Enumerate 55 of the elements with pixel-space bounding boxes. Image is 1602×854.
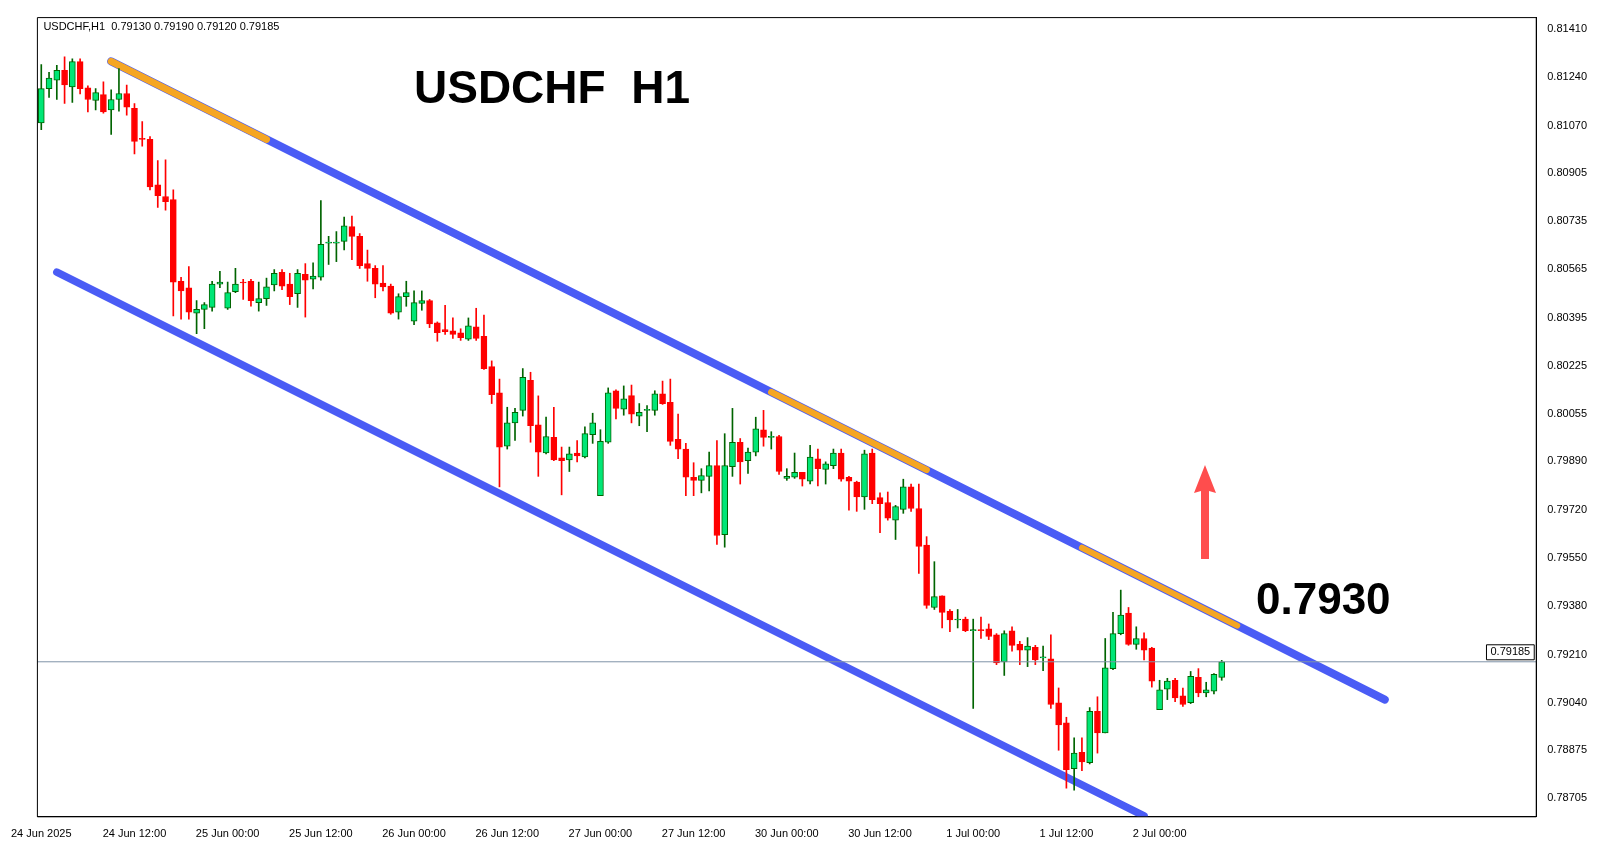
candlestick bbox=[348, 215, 356, 260]
y-tick-label: 0.78875 bbox=[1547, 742, 1587, 755]
text: USDCHF H1 bbox=[414, 61, 691, 113]
candlestick bbox=[876, 492, 884, 533]
candlestick bbox=[1039, 645, 1047, 671]
y-tick-label: 0.79040 bbox=[1547, 696, 1587, 709]
candlestick bbox=[115, 68, 123, 112]
candlestick bbox=[449, 317, 457, 339]
y-tick-label: 0.79210 bbox=[1547, 647, 1587, 660]
x-tick-label: 1 Jul 12:00 bbox=[1039, 827, 1094, 840]
candlestick bbox=[107, 89, 115, 135]
y-tick-label: 0.80735 bbox=[1547, 213, 1587, 226]
candlestick bbox=[845, 476, 853, 511]
candlestick bbox=[441, 305, 449, 335]
candlestick bbox=[309, 262, 317, 290]
candlestick bbox=[255, 281, 263, 312]
candlestick bbox=[154, 160, 162, 208]
y-tick-label: 0.80395 bbox=[1547, 310, 1587, 323]
x-tick-label: 24 Jun 2025 bbox=[11, 827, 72, 840]
x-tick-label: 1 Jul 00:00 bbox=[946, 827, 1001, 840]
x-tick-label: 25 Jun 00:00 bbox=[195, 827, 260, 840]
y-tick-label: 0.81410 bbox=[1547, 22, 1587, 35]
y-tick-label: 0.78705 bbox=[1547, 791, 1587, 804]
candlestick bbox=[954, 609, 961, 629]
candlestick bbox=[783, 468, 791, 481]
x-tick-label: 26 Jun 12:00 bbox=[475, 827, 540, 840]
y-tick-label: 0.81240 bbox=[1547, 70, 1587, 83]
x-tick-label: 27 Jun 12:00 bbox=[661, 827, 726, 840]
y-tick-label: 0.79720 bbox=[1547, 502, 1587, 515]
y-tick-label: 0.80055 bbox=[1547, 407, 1587, 420]
y-tick-label: 0.80905 bbox=[1547, 165, 1587, 178]
candlestick bbox=[138, 121, 146, 147]
x-tick-label: 2 Jul 00:00 bbox=[1132, 827, 1187, 840]
x-tick-label: 25 Jun 12:00 bbox=[289, 827, 353, 840]
x-tick-label: 27 Jun 00:00 bbox=[568, 827, 633, 840]
x-tick-label: 26 Jun 00:00 bbox=[382, 827, 446, 840]
y-tick-label: 0.79550 bbox=[1547, 551, 1587, 564]
candlestick bbox=[969, 618, 977, 709]
y-tick-label: 0.79380 bbox=[1547, 599, 1587, 612]
x-tick-label: 30 Jun 12:00 bbox=[848, 827, 912, 840]
candlestick bbox=[418, 290, 426, 311]
candlestick bbox=[239, 278, 247, 300]
y-tick-label: 0.79890 bbox=[1547, 454, 1587, 467]
candlestick bbox=[977, 616, 985, 639]
candlestick bbox=[302, 263, 309, 318]
y-tick-label: 0.81070 bbox=[1547, 118, 1587, 131]
annotation: USDCHF,H1 0.79130 0.79190 0.79120 0.79185 bbox=[43, 19, 280, 32]
y-tick-label: 0.80225 bbox=[1547, 359, 1587, 372]
ref-line-label: 0.79185 bbox=[1490, 645, 1531, 658]
x-tick-label: 30 Jun 00:00 bbox=[755, 827, 819, 840]
candlestick bbox=[402, 280, 410, 307]
y-tick-label: 0.80565 bbox=[1547, 262, 1587, 275]
candlestick bbox=[635, 403, 643, 427]
x-tick-label: 24 Jun 12:00 bbox=[102, 827, 167, 840]
annotation: 0.7930 bbox=[1256, 574, 1391, 623]
